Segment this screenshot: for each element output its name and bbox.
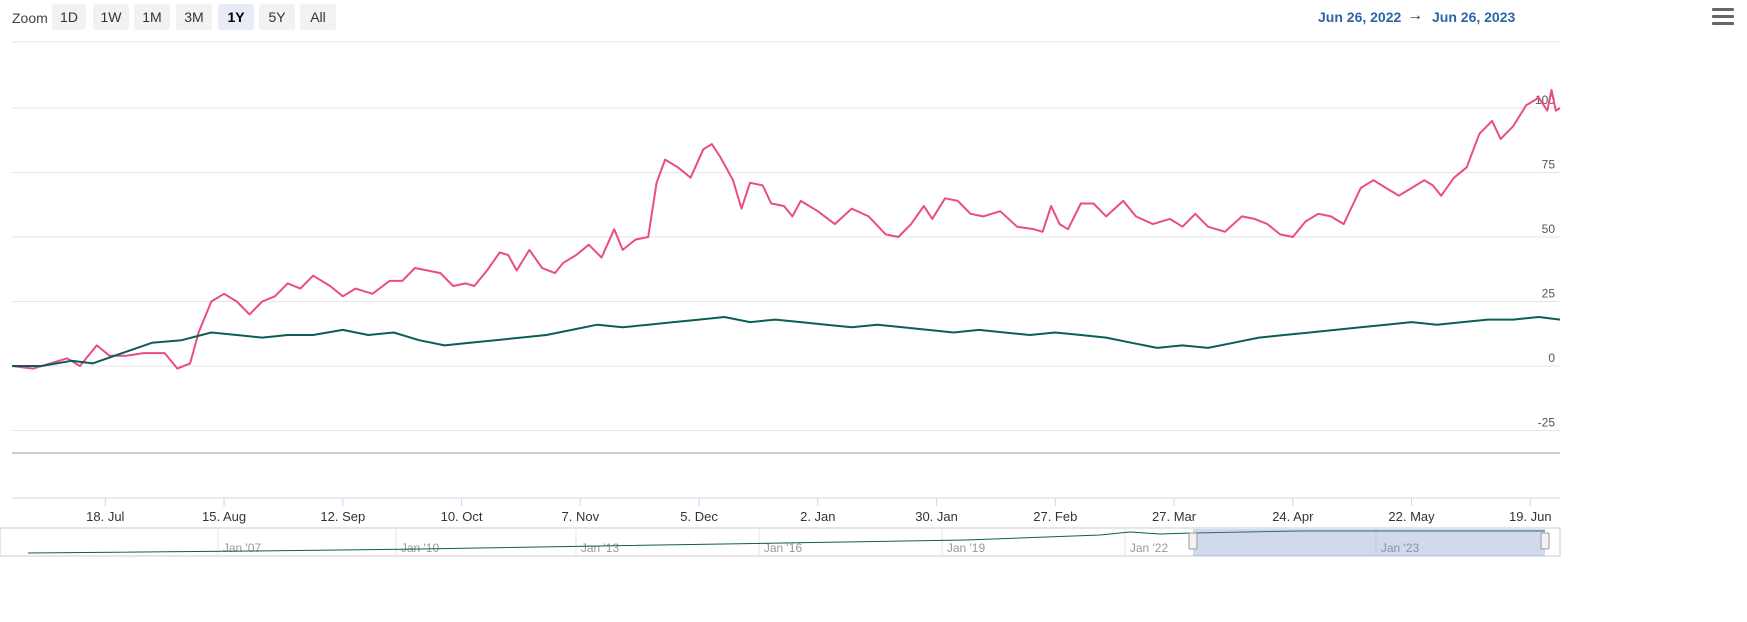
range-from-date[interactable]: Jun 26, 2022 bbox=[1318, 9, 1402, 25]
navigator-left-handle[interactable] bbox=[1188, 532, 1198, 550]
x-tick-label: 10. Oct bbox=[441, 509, 483, 524]
range-to-date[interactable]: Jun 26, 2023 bbox=[1432, 9, 1516, 25]
x-axis: 18. Jul 15. Aug 12. Sep 10. Oct 7. Nov 5. Dec… bbox=[12, 497, 1560, 524]
zoom-1m-button[interactable]: 1M bbox=[134, 4, 170, 30]
navigator-selection[interactable] bbox=[1193, 529, 1545, 556]
navigator-series-line bbox=[27, 530, 1545, 554]
navigator-label: Jan '19 bbox=[947, 541, 986, 555]
y-tick-label: 75 bbox=[1542, 158, 1556, 172]
series-lines bbox=[11, 88, 1561, 370]
x-tick-label: 18. Jul bbox=[86, 509, 124, 524]
x-tick-label: 5. Dec bbox=[680, 509, 718, 524]
series-line-pink[interactable] bbox=[11, 88, 1561, 370]
x-tick-label: 30. Jan bbox=[915, 509, 958, 524]
hamburger-menu-icon[interactable] bbox=[1712, 8, 1734, 28]
navigator-panel: Jan '07 Jan '10 Jan '13 Jan '16 Jan '19 Jan '… bbox=[0, 527, 1561, 557]
zoom-all-button[interactable]: All bbox=[300, 4, 336, 30]
y-tick-label: 25 bbox=[1542, 287, 1556, 301]
navigator-right-handle[interactable] bbox=[1540, 532, 1550, 550]
zoom-1d-button[interactable]: 1D bbox=[52, 4, 86, 30]
x-tick-label: 22. May bbox=[1388, 509, 1435, 524]
x-tick-label: 15. Aug bbox=[202, 509, 246, 524]
zoom-1y-button[interactable]: 1Y bbox=[218, 4, 254, 30]
zoom-label: Zoom bbox=[12, 10, 48, 26]
x-tick-label: 19. Jun bbox=[1509, 509, 1552, 524]
zoom-5y-button[interactable]: 5Y bbox=[259, 4, 295, 30]
grid-lines bbox=[12, 41, 1560, 454]
x-tick-label: 24. Apr bbox=[1272, 509, 1314, 524]
x-tick-label: 27. Feb bbox=[1033, 509, 1077, 524]
navigator-label: Jan '13 bbox=[581, 541, 620, 555]
y-tick-label: -25 bbox=[1538, 416, 1556, 430]
zoom-3m-button[interactable]: 3M bbox=[176, 4, 212, 30]
x-tick-label: 7. Nov bbox=[562, 509, 600, 524]
range-selector-toolbar: Zoom 1D 1W 1M 3M 1Y 5Y All Jun 26, 2022 … bbox=[0, 0, 1747, 36]
navigator-label: Jan '22 bbox=[1130, 541, 1169, 555]
range-arrow: → bbox=[1407, 7, 1423, 24]
y-tick-label: 50 bbox=[1542, 222, 1556, 236]
zoom-1w-button[interactable]: 1W bbox=[93, 4, 129, 30]
x-tick-label: 2. Jan bbox=[800, 509, 835, 524]
navigator-label: Jan '16 bbox=[764, 541, 803, 555]
navigator-label: Jan '10 bbox=[401, 541, 440, 555]
x-tick-label: 27. Mar bbox=[1152, 509, 1197, 524]
navigator-label: Jan '23 bbox=[1381, 541, 1420, 555]
series-line-green[interactable] bbox=[12, 316, 1561, 367]
x-tick-label: 12. Sep bbox=[320, 509, 365, 524]
y-tick-label: 0 bbox=[1548, 351, 1555, 365]
navigator-label: Jan '07 bbox=[223, 541, 262, 555]
